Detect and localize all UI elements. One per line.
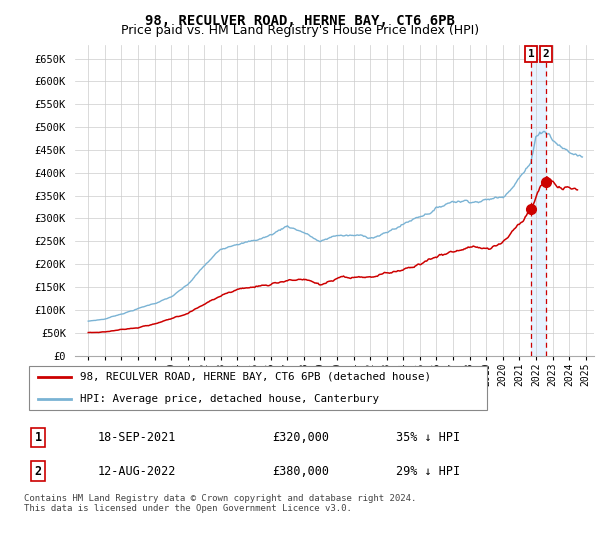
Text: 98, RECULVER ROAD, HERNE BAY, CT6 6PB (detached house): 98, RECULVER ROAD, HERNE BAY, CT6 6PB (d… <box>80 372 431 382</box>
Bar <box>532 45 546 356</box>
Text: 35% ↓ HPI: 35% ↓ HPI <box>396 431 460 444</box>
Text: £380,000: £380,000 <box>272 465 329 478</box>
Text: 29% ↓ HPI: 29% ↓ HPI <box>396 465 460 478</box>
Text: 1: 1 <box>528 49 535 59</box>
Text: 12-AUG-2022: 12-AUG-2022 <box>97 465 176 478</box>
Text: 1: 1 <box>35 431 41 444</box>
Text: Contains HM Land Registry data © Crown copyright and database right 2024.
This d: Contains HM Land Registry data © Crown c… <box>24 494 416 514</box>
Text: Price paid vs. HM Land Registry's House Price Index (HPI): Price paid vs. HM Land Registry's House … <box>121 24 479 37</box>
Text: £320,000: £320,000 <box>272 431 329 444</box>
Text: 98, RECULVER ROAD, HERNE BAY, CT6 6PB: 98, RECULVER ROAD, HERNE BAY, CT6 6PB <box>145 14 455 28</box>
Text: 2: 2 <box>35 465 41 478</box>
Text: 2: 2 <box>543 49 550 59</box>
Text: HPI: Average price, detached house, Canterbury: HPI: Average price, detached house, Cant… <box>80 394 379 404</box>
FancyBboxPatch shape <box>29 366 487 410</box>
Text: 18-SEP-2021: 18-SEP-2021 <box>97 431 176 444</box>
